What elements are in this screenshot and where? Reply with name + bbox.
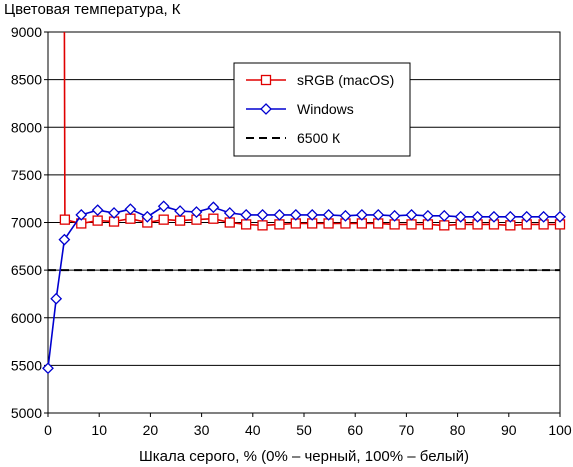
series-1-point xyxy=(306,208,319,221)
y-tick-label: 6500 xyxy=(11,262,42,278)
series-1-point xyxy=(190,206,203,218)
x-axis-label: Шкала серого, % (0% – черный, 100% – бел… xyxy=(139,448,469,465)
legend-swatch-marker xyxy=(260,74,272,86)
series-1-point xyxy=(75,208,88,221)
y-tick-label: 5500 xyxy=(11,357,42,373)
series-0-point xyxy=(208,213,219,224)
chart-title: Цветовая температура, К xyxy=(4,1,181,18)
series-1-point xyxy=(174,205,187,217)
series-1-point xyxy=(421,209,434,222)
series-1-point xyxy=(339,209,352,222)
series-0-point xyxy=(174,215,186,226)
series-1-point xyxy=(256,208,269,221)
series-1-point xyxy=(157,200,170,213)
series-1-point xyxy=(50,292,63,305)
y-tick-label: 6000 xyxy=(11,310,42,326)
x-tick-label: 0 xyxy=(44,422,52,438)
x-tick-label: 90 xyxy=(501,422,517,438)
series-1-point xyxy=(223,207,236,219)
series-1-point xyxy=(289,208,302,221)
series-1-point xyxy=(58,233,71,246)
x-tick-label: 10 xyxy=(91,422,107,438)
y-tick-label: 8500 xyxy=(11,72,42,88)
series-1-point xyxy=(372,208,385,221)
series-0-point xyxy=(92,215,103,226)
series-1-point xyxy=(438,209,451,222)
legend-swatch-marker xyxy=(260,103,272,115)
series-1-point xyxy=(488,210,500,223)
x-tick-label: 80 xyxy=(450,422,466,438)
series-1-point xyxy=(322,208,335,221)
series-1-point xyxy=(405,208,418,221)
series-1-point xyxy=(124,203,137,216)
y-tick-label: 7500 xyxy=(11,167,42,183)
x-tick-label: 20 xyxy=(143,422,159,438)
y-tick-label: 8000 xyxy=(11,119,42,135)
series-1-point xyxy=(471,210,484,223)
y-tick-label: 9000 xyxy=(11,24,42,40)
x-tick-label: 100 xyxy=(548,422,572,438)
series-0-point xyxy=(125,213,136,224)
legend-label: sRGB (macOS) xyxy=(297,72,394,88)
x-tick-label: 40 xyxy=(245,422,261,438)
series-0-point xyxy=(224,217,235,228)
series-1-point xyxy=(454,210,467,223)
x-tick-label: 30 xyxy=(194,422,210,438)
x-tick-label: 60 xyxy=(347,422,363,438)
series-1-point xyxy=(108,207,120,219)
x-tick-label: 70 xyxy=(399,422,415,438)
series-0-point xyxy=(158,214,169,225)
series-1-point xyxy=(388,209,401,222)
series-0-point xyxy=(240,219,252,230)
series-1-point xyxy=(504,210,517,223)
series-0-point xyxy=(274,219,285,230)
series-0-point xyxy=(257,220,268,231)
y-tick-label: 7000 xyxy=(11,215,42,231)
y-tick-label: 5000 xyxy=(11,405,42,421)
series-1-point xyxy=(273,208,286,221)
series-1-point xyxy=(240,208,253,221)
series-1-point xyxy=(91,204,104,217)
series-0-point xyxy=(406,219,417,230)
series-0-point xyxy=(439,220,450,231)
legend-label: 6500 К xyxy=(297,130,341,146)
series-1-point xyxy=(355,208,368,221)
series-0-point xyxy=(59,214,71,225)
x-tick-label: 50 xyxy=(296,422,312,438)
series-1-point xyxy=(42,362,54,375)
legend-label: Windows xyxy=(297,101,354,117)
legend: sRGB (macOS) Windows 6500 К xyxy=(233,62,411,157)
series-1-point xyxy=(520,210,533,223)
series-1-point xyxy=(554,210,566,223)
series-1-point xyxy=(207,201,220,214)
series-1-point xyxy=(141,210,154,223)
series-1-point xyxy=(537,210,550,223)
